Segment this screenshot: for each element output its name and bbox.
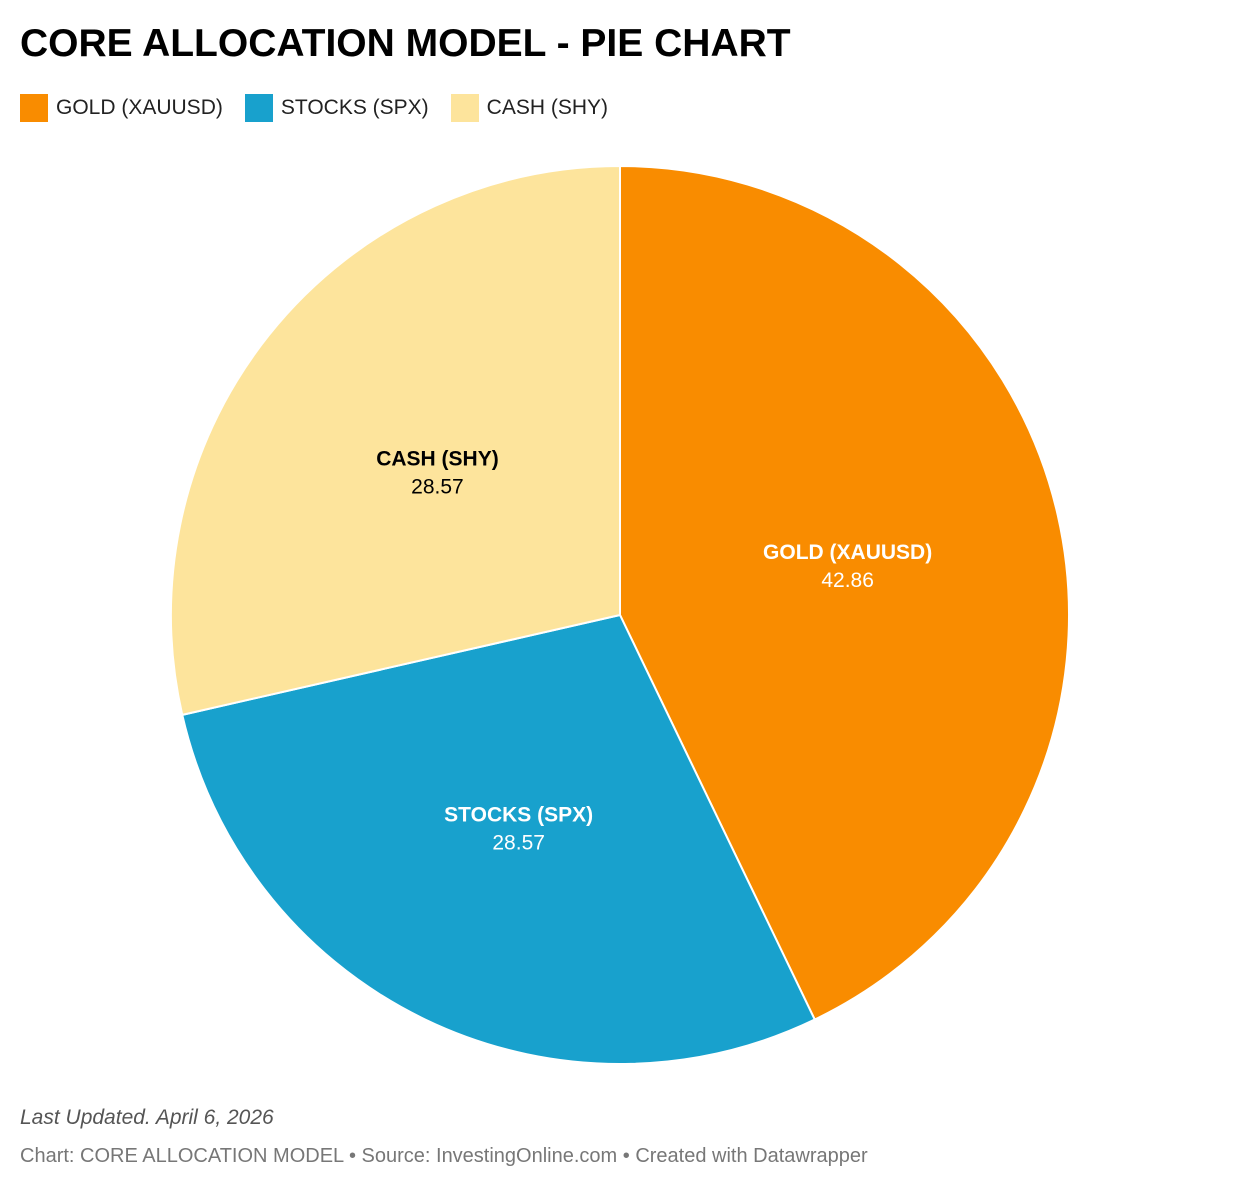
legend-label-stocks: STOCKS (SPX) [280,96,429,119]
last-updated-note: Last Updated. April 6, 2026 [20,1106,274,1129]
legend-item-cash: CASH (SHY) [450,94,609,122]
legend-swatch-cash [450,94,479,122]
legend-item-stocks: STOCKS (SPX) [244,94,429,122]
slice-label-gold: GOLD (XAUUSD) [763,541,932,564]
slice-value-cash: 28.57 [411,475,464,498]
slice-label-stocks: STOCKS (SPX) [444,803,593,826]
pie-slice-stocks [181,613,817,1065]
legend-item-gold: GOLD (XAUUSD) [20,94,223,122]
legend-label-gold: GOLD (XAUUSD) [56,96,223,119]
chart-legend: GOLD (XAUUSD) STOCKS (SPX) CASH (SHY) [20,94,608,122]
chart-source-credit: Chart: CORE ALLOCATION MODEL • Source: I… [20,1145,868,1167]
legend-label-cash: CASH (SHY) [486,96,609,119]
slice-value-stocks: 28.57 [492,831,545,854]
pie-slice-gold [619,164,1070,1021]
legend-swatch-gold [20,94,48,122]
pie-slice-cash [170,164,621,717]
legend-swatch-stocks [244,94,273,122]
slice-value-gold: 42.86 [821,569,874,592]
chart-title: CORE ALLOCATION MODEL - PIE CHART [20,22,791,65]
slice-label-cash: CASH (SHY) [376,447,499,470]
